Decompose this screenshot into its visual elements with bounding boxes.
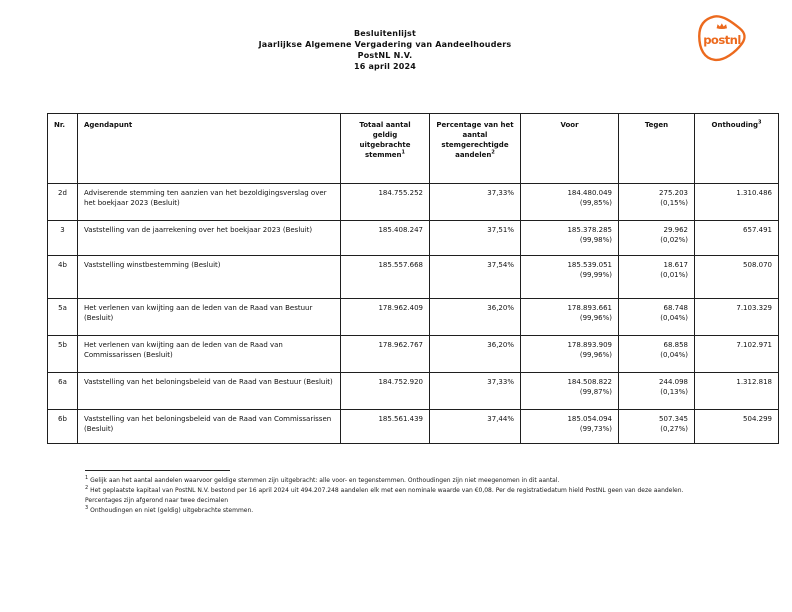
- cell-voor: 178.893.661 (99,96%): [520, 298, 619, 336]
- cell-onthouding: 1.312.818: [694, 372, 779, 410]
- cell-totaal: 178.962.767: [340, 335, 430, 373]
- cell-voor: 184.480.049 (99,85%): [520, 183, 619, 221]
- cell-totaal: 185.408.247: [340, 220, 430, 256]
- cell-onthouding: 1.310.486: [694, 183, 779, 221]
- cell-voor: 185.539.051 (99,99%): [520, 255, 619, 299]
- cell-onthouding: 657.491: [694, 220, 779, 256]
- title-line-1: Besluitenlijst: [353, 29, 417, 38]
- footnote-2: 2 Het geplaatste kapitaal van PostNL N.V…: [85, 485, 684, 505]
- cell-voor: 185.378.285 (99,98%): [520, 220, 619, 256]
- cell-percentage: 36,20%: [429, 335, 521, 373]
- cell-agendapunt: Adviserende stemming ten aanzien van het…: [77, 183, 341, 221]
- cell-tegen: 18.617 (0,01%): [618, 255, 695, 299]
- postnl-logo: postnl: [698, 15, 746, 62]
- cell-voor: 184.508.822 (99,87%): [520, 372, 619, 410]
- table-row: 5a Het verlenen van kwijting aan de lede…: [47, 298, 779, 336]
- cell-agendapunt: Het verlenen van kwijting aan de leden v…: [77, 335, 341, 373]
- cell-nr: 5b: [47, 335, 78, 373]
- col-header-nr: Nr.: [47, 113, 78, 184]
- footnote-separator: [85, 470, 230, 471]
- cell-tegen: 68.748 (0,04%): [618, 298, 695, 336]
- cell-nr: 5a: [47, 298, 78, 336]
- title-line-3: PostNL N.V.: [357, 51, 413, 60]
- logo-wordmark: postnl: [703, 33, 741, 47]
- cell-agendapunt: Het verlenen van kwijting aan de leden v…: [77, 298, 341, 336]
- footnote-ref-1: 1: [401, 149, 406, 156]
- cell-percentage: 37,33%: [429, 183, 521, 221]
- cell-totaal: 184.752.920: [340, 372, 430, 410]
- cell-onthouding: 508.070: [694, 255, 779, 299]
- cell-nr: 3: [47, 220, 78, 256]
- footnote-1: 1 Gelijk aan het aantal aandelen waarvoo…: [85, 475, 560, 485]
- cell-onthouding: 504.299: [694, 409, 779, 444]
- cell-nr: 4b: [47, 255, 78, 299]
- cell-onthouding: 7.103.329: [694, 298, 779, 336]
- col-header-percentage: Percentage van het aantal stemgerechtigd…: [429, 113, 521, 184]
- cell-percentage: 36,20%: [429, 298, 521, 336]
- table-row: 2d Adviserende stemming ten aanzien van …: [47, 183, 779, 221]
- table-row: 6b Vaststelling van het beloningsbeleid …: [47, 409, 779, 444]
- cell-percentage: 37,33%: [429, 372, 521, 410]
- cell-totaal: 185.557.668: [340, 255, 430, 299]
- cell-nr: 6a: [47, 372, 78, 410]
- cell-nr: 6b: [47, 409, 78, 444]
- cell-onthouding: 7.102.971: [694, 335, 779, 373]
- title-line-4: 16 april 2024: [353, 62, 417, 71]
- footnote-ref-2: 2: [491, 149, 495, 156]
- cell-voor: 185.054.094 (99,73%): [520, 409, 619, 444]
- table-header-row: Nr. Agendapunt Totaal aantal geldig uitg…: [47, 113, 779, 184]
- cell-tegen: 507.345 (0,27%): [618, 409, 695, 444]
- cell-agendapunt: Vaststelling van de jaarrekening over he…: [77, 220, 341, 256]
- cell-tegen: 244.098 (0,13%): [618, 372, 695, 410]
- col-header-agendapunt: Agendapunt: [77, 113, 341, 184]
- footnote-ref-3: 3: [757, 119, 762, 126]
- footnote-3: 3 Onthoudingen en niet (geldig) uitgebra…: [85, 505, 254, 515]
- cell-percentage: 37,44%: [429, 409, 521, 444]
- cell-percentage: 37,51%: [429, 220, 521, 256]
- col-header-tegen: Tegen: [618, 113, 695, 184]
- table-row: 3 Vaststelling van de jaarrekening over …: [47, 220, 779, 256]
- col-header-voor: Voor: [520, 113, 619, 184]
- cell-tegen: 275.203 (0,15%): [618, 183, 695, 221]
- voting-results-table: Nr. Agendapunt Totaal aantal geldig uitg…: [47, 113, 779, 444]
- cell-agendapunt: Vaststelling van het beloningsbeleid van…: [77, 372, 341, 410]
- document-title: Besluitenlijst Jaarlijkse Algemene Verga…: [0, 28, 770, 72]
- cell-tegen: 68.858 (0,04%): [618, 335, 695, 373]
- cell-voor: 178.893.909 (99,96%): [520, 335, 619, 373]
- table-row: 5b Het verlenen van kwijting aan de lede…: [47, 335, 779, 373]
- cell-totaal: 184.755.252: [340, 183, 430, 221]
- cell-tegen: 29.962 (0,02%): [618, 220, 695, 256]
- cell-totaal: 178.962.409: [340, 298, 430, 336]
- cell-percentage: 37,54%: [429, 255, 521, 299]
- col-header-onthouding: Onthouding3: [694, 113, 779, 184]
- title-line-2: Jaarlijkse Algemene Vergadering van Aand…: [258, 40, 512, 49]
- logo-outline: [698, 15, 746, 62]
- table-row: 6a Vaststelling van het beloningsbeleid …: [47, 372, 779, 410]
- cell-totaal: 185.561.439: [340, 409, 430, 444]
- cell-agendapunt: Vaststelling van het beloningsbeleid van…: [77, 409, 341, 444]
- cell-agendapunt: Vaststelling winstbestemming (Besluit): [77, 255, 341, 299]
- cell-nr: 2d: [47, 183, 78, 221]
- table-row: 4b Vaststelling winstbestemming (Besluit…: [47, 255, 779, 299]
- footnotes-section: 1 Gelijk aan het aantal aandelen waarvoo…: [85, 470, 699, 516]
- col-header-totaal: Totaal aantal geldig uitgebrachte stemme…: [340, 113, 430, 184]
- crown-icon: [716, 23, 728, 30]
